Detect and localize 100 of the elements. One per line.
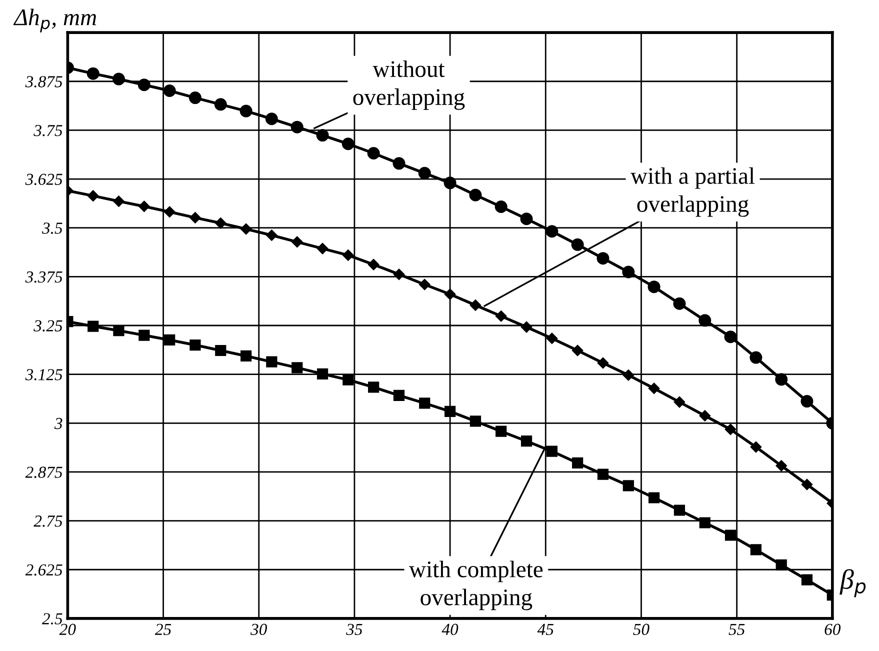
point — [724, 424, 736, 436]
point — [444, 406, 456, 417]
point — [699, 517, 710, 528]
point — [494, 200, 508, 214]
point — [86, 67, 100, 80]
point — [520, 212, 533, 226]
point — [164, 206, 176, 218]
point — [699, 410, 710, 422]
point — [266, 230, 278, 241]
point — [215, 344, 226, 356]
point — [215, 218, 226, 229]
point — [495, 310, 507, 322]
point — [596, 252, 610, 265]
point — [138, 330, 150, 341]
y-tick-label: 2.5 — [42, 613, 62, 624]
point — [419, 278, 430, 290]
point — [546, 332, 558, 344]
point — [190, 339, 201, 351]
point — [290, 120, 304, 134]
x-tick-label: 35 — [346, 624, 362, 636]
point — [393, 390, 405, 401]
point — [393, 268, 405, 280]
point — [419, 398, 430, 409]
x-tick-label: 45 — [537, 624, 554, 636]
point — [622, 266, 635, 278]
point — [698, 314, 712, 327]
annotation: without overlapping — [353, 60, 465, 110]
point — [266, 356, 278, 368]
point — [265, 112, 278, 126]
point — [750, 544, 762, 556]
point — [342, 250, 354, 261]
point — [674, 396, 686, 408]
point — [368, 382, 380, 393]
point — [342, 138, 354, 150]
point — [776, 559, 787, 570]
point — [444, 176, 456, 190]
y-tick-label: 3.5 — [42, 222, 62, 234]
point — [88, 320, 99, 332]
point — [164, 334, 176, 346]
x-tick-label: 20 — [59, 624, 76, 636]
point — [724, 530, 736, 541]
point — [444, 288, 456, 300]
point — [724, 330, 737, 344]
point — [520, 436, 532, 447]
point — [674, 504, 686, 516]
point — [316, 368, 328, 380]
y-tick-label: 3.125 — [25, 369, 62, 380]
point — [214, 98, 227, 111]
point — [113, 196, 124, 207]
point — [316, 242, 328, 254]
x-tick-label: 55 — [728, 624, 745, 636]
point — [622, 370, 634, 381]
point — [138, 200, 150, 212]
point — [520, 321, 532, 333]
point — [188, 92, 202, 104]
point — [88, 190, 99, 202]
y-tick-label: 2.75 — [34, 516, 62, 527]
point — [470, 300, 482, 311]
point — [800, 395, 814, 408]
point — [546, 225, 558, 238]
point — [597, 357, 609, 369]
point — [291, 236, 303, 248]
point — [750, 441, 762, 453]
point — [113, 325, 124, 336]
point — [775, 373, 788, 386]
y-tick-label: 3 — [54, 418, 62, 430]
y-tick-label: 3.25 — [34, 320, 62, 332]
annotation: with complete overlapping — [409, 560, 543, 610]
point — [572, 457, 584, 469]
point — [190, 212, 201, 224]
point — [240, 223, 252, 235]
point — [469, 188, 482, 202]
y-tick-label: 3.75 — [34, 124, 62, 136]
point — [163, 84, 176, 97]
point — [292, 362, 303, 374]
y-tick-label: 3.875 — [25, 76, 62, 88]
point — [392, 157, 406, 170]
y-tick-label: 2.875 — [25, 466, 62, 478]
point — [470, 416, 482, 427]
point — [597, 468, 609, 480]
point — [546, 446, 558, 457]
point — [316, 129, 329, 142]
point — [622, 480, 634, 492]
point — [367, 146, 380, 160]
point — [368, 258, 380, 270]
x-axis-title: β$_{p}$ — [840, 569, 866, 598]
y-tick-label: 3.375 — [25, 271, 62, 283]
y-tick-label: 3.625 — [25, 174, 62, 186]
point — [648, 382, 660, 394]
x-tick-label: 60 — [824, 624, 841, 636]
point — [138, 78, 150, 92]
point — [776, 460, 787, 472]
y-axis-title: Δh$_{p}$, mm — [13, 8, 96, 32]
point — [648, 280, 660, 294]
point — [648, 492, 660, 504]
point — [572, 344, 584, 356]
annotation: with a partial overlapping — [630, 167, 755, 217]
x-tick-label: 50 — [633, 624, 650, 636]
x-tick-label: 30 — [250, 624, 267, 636]
point — [496, 426, 507, 437]
